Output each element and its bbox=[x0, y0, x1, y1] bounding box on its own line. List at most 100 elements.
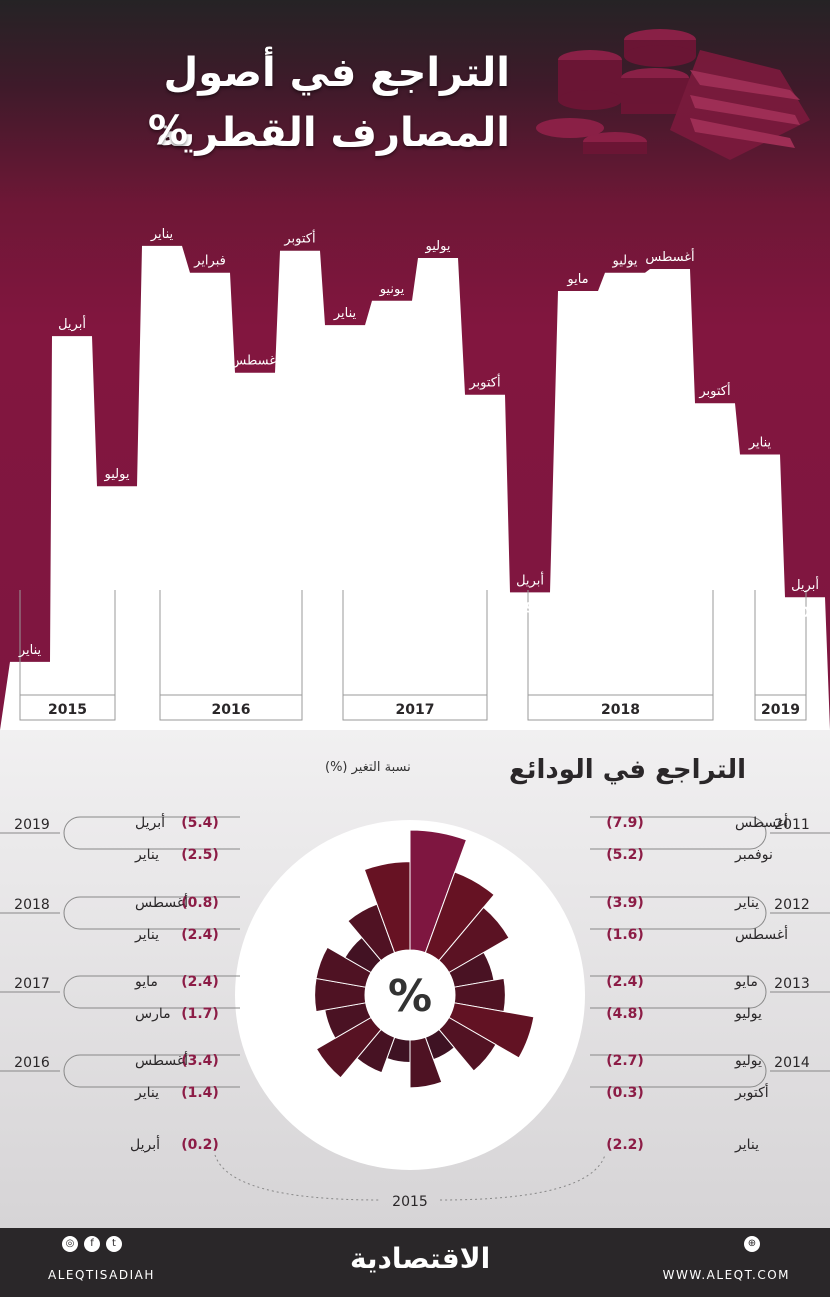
deposit-month: مايو bbox=[734, 974, 758, 990]
deposit-group-2013: 2013 (2.4) مايو (4.8) يوليو bbox=[590, 974, 830, 1022]
value-label: 1.17- bbox=[235, 381, 276, 397]
assets-chart-panel: التراجع في أصول المصارف القطرية % 2015 20… bbox=[0, 0, 830, 730]
value-label: 0.58- bbox=[372, 309, 413, 325]
value-label: 1.35- bbox=[465, 403, 506, 419]
deposit-group-2012: 2012 (3.9) يناير (1.6) أغسطس bbox=[590, 895, 830, 943]
year-label: 2019 bbox=[761, 702, 800, 718]
year-label: 2014 bbox=[774, 1055, 810, 1071]
deposit-month: أغسطس bbox=[135, 1051, 188, 1069]
month-label: أكتوبر bbox=[283, 230, 315, 247]
month-label: يناير bbox=[333, 306, 357, 321]
deposits-title: التراجع في الودائع bbox=[508, 755, 746, 785]
month-label: أغسطس bbox=[645, 248, 694, 265]
deposit-group-2018: 2018 (0.8)أغسطس (2.4) يناير bbox=[0, 893, 240, 943]
social-icons: ◎ f t bbox=[62, 1236, 122, 1252]
twitter-icon[interactable]: t bbox=[106, 1236, 122, 1252]
website-link[interactable]: WWW.ALEQT.COM bbox=[662, 1268, 790, 1282]
value-label: 0.78- bbox=[325, 333, 366, 349]
deposit-value: (4.8) bbox=[606, 1006, 644, 1022]
deposit-value: (1.7) bbox=[181, 1006, 219, 1022]
year-bracket-2019: 2019 bbox=[754, 590, 807, 721]
deposit-value: (2.4) bbox=[181, 974, 219, 990]
year-bracket-2017: 2017 bbox=[342, 590, 488, 721]
value-label: 0.35- bbox=[190, 281, 231, 297]
value-label: 2.10- bbox=[97, 494, 138, 510]
month-label: يونيو bbox=[379, 282, 405, 297]
year-bracket-2016: 2016 bbox=[159, 590, 303, 721]
deposits-panel: التراجع في الودائع نسبة التغير (%) % 2019… bbox=[0, 730, 830, 1230]
value-label: 0.35- bbox=[605, 281, 646, 297]
value-label: 0.32- bbox=[650, 277, 691, 293]
value-label: 0.87- bbox=[52, 344, 93, 360]
month-label: يوليو bbox=[425, 239, 451, 254]
deposit-month: يوليو bbox=[734, 1053, 762, 1069]
deposit-month: أغسطس bbox=[735, 813, 788, 831]
deposit-month: يناير bbox=[134, 1085, 159, 1101]
deposit-month: نوفمبر bbox=[734, 847, 773, 863]
year-label: 2017 bbox=[14, 976, 50, 992]
deposit-month: يوليو bbox=[734, 1006, 762, 1022]
value-label: 1.84- bbox=[740, 462, 781, 478]
month-label: أكتوبر bbox=[698, 382, 730, 399]
step-area bbox=[0, 245, 830, 730]
deposit-group-2011: 2011 (7.9) أغسطس (5.2) نوفمبر bbox=[590, 813, 830, 863]
deposit-value: (7.9) bbox=[606, 815, 644, 831]
deposit-value: (1.6) bbox=[606, 927, 644, 943]
deposit-month: أكتوبر bbox=[734, 1083, 769, 1101]
month-label: أبريل bbox=[516, 571, 544, 588]
year-label: 2018 bbox=[601, 702, 640, 718]
deposit-month: يناير bbox=[134, 927, 159, 943]
year-label: 2018 bbox=[14, 897, 50, 913]
money-illustration bbox=[536, 29, 810, 160]
social-handle: ALEQTISADIAH bbox=[48, 1268, 155, 1282]
year-label: 2016 bbox=[14, 1055, 50, 1071]
month-label: أغسطس bbox=[230, 352, 279, 369]
deposits-caption: نسبة التغير (%) bbox=[325, 760, 411, 775]
year-label: 2013 bbox=[774, 976, 810, 992]
deposit-value: (2.4) bbox=[606, 974, 644, 990]
deposit-value: (0.2) bbox=[181, 1137, 219, 1153]
month-label: يناير bbox=[18, 643, 42, 658]
month-label: أبريل bbox=[58, 315, 86, 332]
deposit-month: أغسطس bbox=[735, 925, 788, 943]
value-label: 3.01- bbox=[785, 605, 826, 621]
step-chart: 2015 2016 2017 2018 2019 3.54- يناير 0.87- أبريل… bbox=[0, 230, 830, 730]
year-label: 2016 bbox=[212, 702, 251, 718]
deposit-value: (0.3) bbox=[606, 1085, 644, 1101]
year-label: 2011 bbox=[774, 817, 810, 833]
deposit-value: (3.4) bbox=[181, 1053, 219, 1069]
deposit-value: (2.4) bbox=[181, 927, 219, 943]
facebook-icon[interactable]: f bbox=[84, 1236, 100, 1252]
deposit-value: (2.5) bbox=[181, 847, 219, 863]
deposit-month: مايو bbox=[134, 974, 158, 990]
web-icon-wrap: ⊕ bbox=[744, 1236, 760, 1252]
year-label: 2017 bbox=[396, 702, 435, 718]
deposit-group-2014: 2014 (2.7) يوليو (0.3) أكتوبر bbox=[590, 1053, 830, 1101]
value-label: 2.97- bbox=[510, 600, 551, 616]
globe-icon: ⊕ bbox=[744, 1236, 760, 1252]
value-label: 0.23- bbox=[418, 266, 459, 282]
month-label: أكتوبر bbox=[468, 374, 500, 391]
deposit-value: (0.8) bbox=[181, 895, 219, 911]
value-label: 1.42- bbox=[695, 411, 736, 427]
month-label: أبريل bbox=[791, 576, 819, 593]
deposit-value: (5.4) bbox=[181, 815, 219, 831]
brand-logo: الاقتصادية bbox=[350, 1242, 491, 1275]
deposit-value: (2.7) bbox=[606, 1053, 644, 1069]
deposit-month: يناير bbox=[734, 895, 759, 911]
deposit-group-2015: (0.2) أبريل (2.2) يناير 2015 bbox=[130, 1135, 759, 1210]
deposit-month: مارس bbox=[135, 1006, 171, 1022]
deposit-group-2019: 2019 (5.4) أبريل (2.5) يناير bbox=[0, 813, 240, 863]
deposit-month: يناير bbox=[734, 1137, 759, 1153]
chart-title-line2: المصارف القطرية bbox=[155, 110, 510, 156]
year-bracket-2018: 2018 bbox=[527, 590, 714, 721]
deposit-month: أبريل bbox=[135, 813, 165, 831]
center-percent: % bbox=[388, 971, 432, 1022]
deposit-value: (2.2) bbox=[606, 1137, 644, 1153]
value-label: 0.50- bbox=[558, 299, 599, 315]
month-label: فبراير bbox=[193, 254, 226, 269]
deposit-month: أغسطس bbox=[135, 893, 188, 911]
deposit-value: (5.2) bbox=[606, 847, 644, 863]
instagram-icon[interactable]: ◎ bbox=[62, 1236, 78, 1252]
